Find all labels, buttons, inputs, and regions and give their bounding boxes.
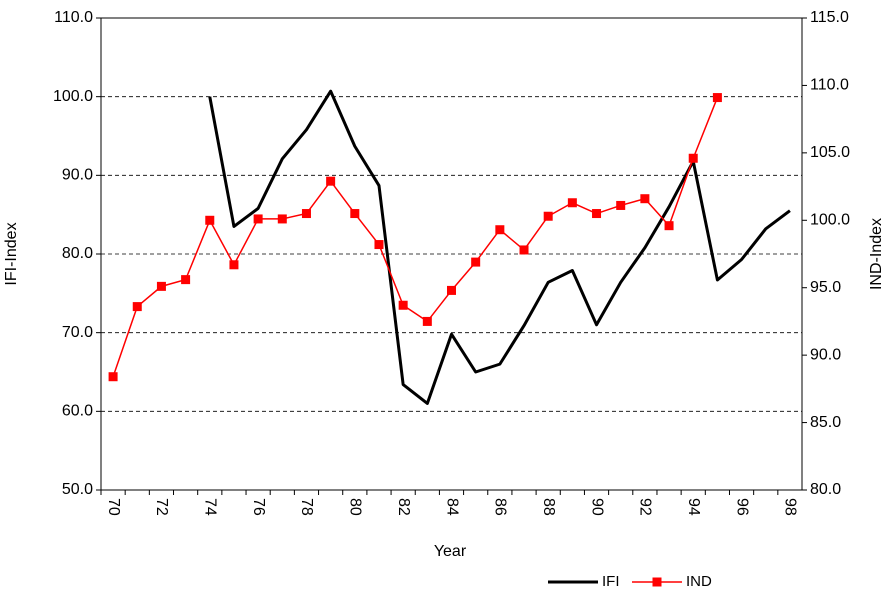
x-tick-label: 76 bbox=[250, 498, 267, 516]
marker bbox=[567, 198, 577, 208]
y-tick-label: 70.0 bbox=[62, 324, 93, 341]
marker bbox=[181, 275, 191, 285]
marker bbox=[374, 240, 384, 250]
series-line bbox=[112, 97, 719, 377]
marker bbox=[422, 316, 432, 326]
x-tick-label: 94 bbox=[685, 498, 702, 516]
marker bbox=[132, 302, 142, 312]
series-line bbox=[208, 89, 791, 405]
y2-tick-label: 105.0 bbox=[810, 144, 850, 161]
y2-tick-label: 85.0 bbox=[810, 414, 841, 431]
y-tick-label: 90.0 bbox=[62, 167, 93, 184]
y-tick-label: 80.0 bbox=[62, 245, 93, 262]
x-tick-label: 82 bbox=[395, 498, 412, 516]
y-axis-label: IFI-Index bbox=[3, 222, 20, 285]
x-tick-label: 70 bbox=[105, 498, 122, 516]
legend-label: IFI bbox=[602, 573, 620, 590]
marker bbox=[277, 214, 287, 224]
x-tick-label: 88 bbox=[540, 498, 557, 516]
x-axis-label: Year bbox=[434, 543, 467, 560]
marker bbox=[688, 153, 698, 163]
y-tick-label: 60.0 bbox=[62, 403, 93, 420]
x-tick-label: 90 bbox=[588, 498, 605, 516]
marker bbox=[301, 209, 311, 219]
x-tick-label: 84 bbox=[443, 498, 460, 516]
marker bbox=[640, 194, 650, 204]
marker bbox=[253, 214, 263, 224]
marker bbox=[519, 245, 529, 255]
y2-tick-label: 115.0 bbox=[810, 9, 849, 26]
x-tick-label: 80 bbox=[347, 498, 364, 516]
marker bbox=[616, 200, 626, 210]
marker bbox=[471, 257, 481, 267]
marker bbox=[156, 281, 166, 291]
marker bbox=[664, 221, 674, 231]
y-tick-label: 110.0 bbox=[54, 9, 93, 26]
marker bbox=[350, 209, 360, 219]
marker bbox=[108, 372, 118, 382]
marker bbox=[326, 176, 336, 186]
marker bbox=[205, 215, 215, 225]
y-tick-label: 100.0 bbox=[53, 88, 93, 105]
y2-tick-label: 90.0 bbox=[810, 346, 841, 363]
y2-axis-label: IND-Index bbox=[868, 218, 885, 290]
marker bbox=[495, 225, 505, 235]
x-tick-label: 78 bbox=[298, 498, 315, 516]
x-tick-label: 92 bbox=[637, 498, 654, 516]
x-tick-label: 96 bbox=[733, 498, 750, 516]
marker bbox=[712, 93, 722, 103]
plot-frame bbox=[100, 17, 803, 491]
y2-tick-label: 95.0 bbox=[810, 279, 841, 296]
legend-marker bbox=[652, 577, 662, 587]
x-tick-label: 74 bbox=[202, 498, 219, 516]
x-tick-label: 86 bbox=[492, 498, 509, 516]
y2-tick-label: 80.0 bbox=[810, 481, 841, 498]
y2-tick-label: 110.0 bbox=[810, 77, 849, 94]
y2-tick-label: 100.0 bbox=[810, 212, 850, 229]
x-tick-label: 98 bbox=[782, 498, 799, 516]
legend-label: IND bbox=[686, 573, 712, 590]
marker bbox=[592, 209, 602, 219]
marker bbox=[398, 300, 408, 310]
marker bbox=[543, 211, 553, 221]
marker bbox=[447, 285, 456, 295]
marker bbox=[229, 260, 239, 270]
x-tick-label: 72 bbox=[153, 498, 170, 516]
y-tick-label: 50.0 bbox=[62, 481, 93, 498]
